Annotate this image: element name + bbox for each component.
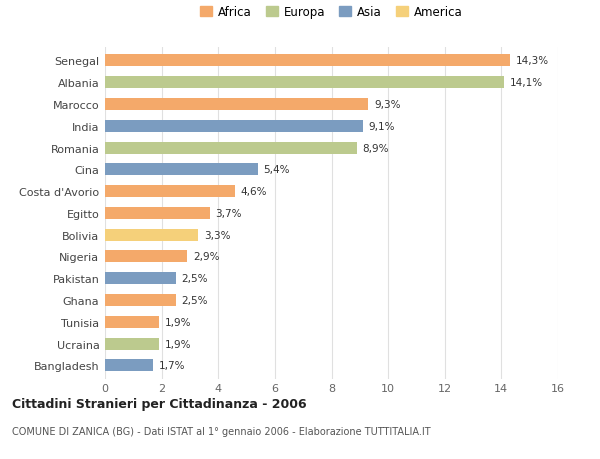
Bar [105, 164, 258, 176]
Bar [105, 294, 176, 307]
Bar [105, 186, 235, 198]
Bar [105, 77, 504, 89]
Bar [105, 338, 159, 350]
Text: 8,9%: 8,9% [362, 143, 389, 153]
Text: 2,5%: 2,5% [181, 274, 208, 284]
Text: 3,7%: 3,7% [215, 208, 242, 218]
Text: 4,6%: 4,6% [241, 187, 268, 197]
Text: 2,9%: 2,9% [193, 252, 219, 262]
Text: 1,9%: 1,9% [164, 317, 191, 327]
Text: 1,9%: 1,9% [164, 339, 191, 349]
Text: 9,1%: 9,1% [368, 122, 395, 131]
Text: Cittadini Stranieri per Cittadinanza - 2006: Cittadini Stranieri per Cittadinanza - 2… [12, 397, 307, 410]
Text: 9,3%: 9,3% [374, 100, 400, 110]
Legend: Africa, Europa, Asia, America: Africa, Europa, Asia, America [200, 6, 463, 19]
Bar [105, 251, 187, 263]
Text: COMUNE DI ZANICA (BG) - Dati ISTAT al 1° gennaio 2006 - Elaborazione TUTTITALIA.: COMUNE DI ZANICA (BG) - Dati ISTAT al 1°… [12, 426, 431, 436]
Text: 5,4%: 5,4% [263, 165, 290, 175]
Text: 1,7%: 1,7% [159, 361, 185, 370]
Bar [105, 316, 159, 328]
Bar [105, 229, 199, 241]
Text: 14,1%: 14,1% [510, 78, 543, 88]
Text: 14,3%: 14,3% [515, 56, 548, 66]
Bar [105, 55, 510, 67]
Text: 2,5%: 2,5% [181, 296, 208, 305]
Bar [105, 207, 210, 219]
Bar [105, 99, 368, 111]
Bar [105, 121, 362, 133]
Bar [105, 360, 153, 372]
Bar [105, 142, 357, 154]
Bar [105, 273, 176, 285]
Text: 3,3%: 3,3% [204, 230, 230, 240]
